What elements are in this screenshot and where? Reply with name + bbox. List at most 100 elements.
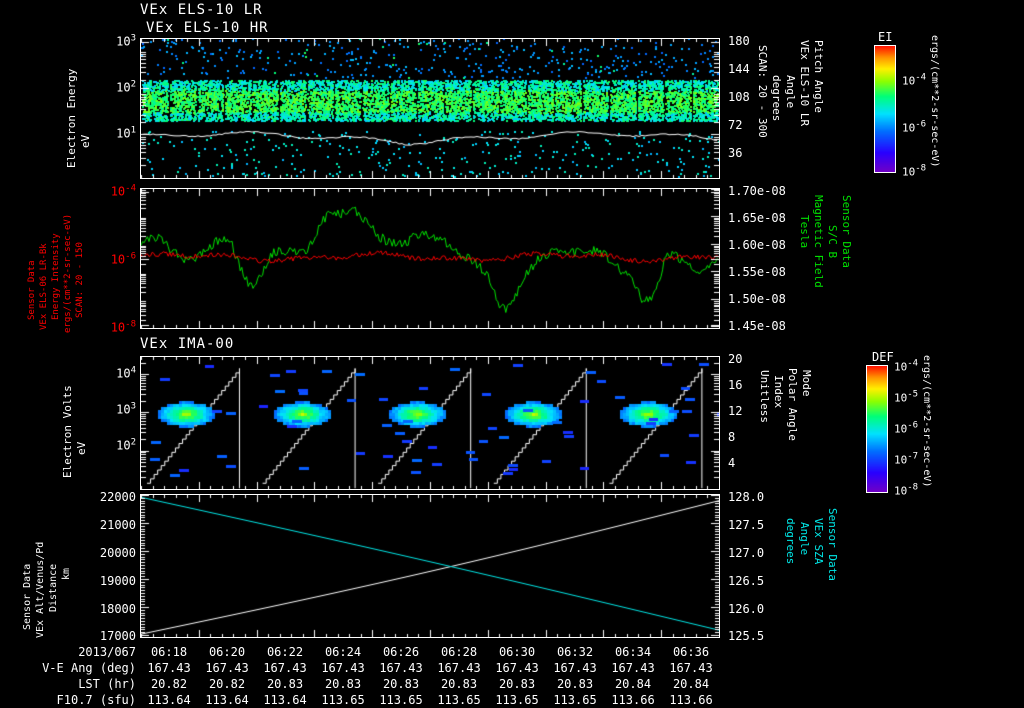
p2-ytick-1: 10-6	[110, 251, 136, 267]
p1-ytick-2: 101	[116, 125, 136, 141]
p4-rtick-5: 125.5	[728, 629, 765, 643]
cb1-tick-2: 10-8	[902, 163, 927, 179]
p2-rtick-2: 1.60e-08	[728, 238, 786, 252]
colorbar2-units: ergs/(cm**2-sr-sec-eV)	[921, 355, 932, 488]
p2-rtick-4: 1.50e-08	[728, 292, 786, 306]
f107-value: 113.65	[321, 693, 365, 707]
p3-rtick-1: 16	[728, 378, 743, 392]
p4-ytick-0: 22000	[99, 490, 136, 504]
cb2-tick-1-exp: -5	[907, 389, 919, 400]
p2-ytick-2: 10-8	[110, 319, 136, 335]
lst-value: 20.83	[266, 677, 304, 691]
time-tick: 06:18	[150, 645, 188, 659]
panel-altitude-sza[interactable]	[140, 494, 720, 638]
time-tick: 06:32	[556, 645, 594, 659]
lst-value: 20.83	[440, 677, 478, 691]
row-label-ve-ang: V-E Ang (deg)	[42, 661, 136, 675]
colorbar-def[interactable]	[866, 365, 888, 493]
p3-ytick-1-exp: 3	[130, 401, 136, 412]
time-tick: 06:24	[324, 645, 362, 659]
f107-value: 113.65	[379, 693, 423, 707]
timeseries-canvas	[141, 189, 719, 328]
f107-value: 113.65	[553, 693, 597, 707]
cb1-tick-0: 10-4	[902, 72, 927, 88]
row-label-f107: F10.7 (sfu)	[56, 693, 136, 707]
p4-ytick-3: 19000	[99, 574, 136, 588]
f107-value: 113.64	[205, 693, 249, 707]
lst-value: 20.84	[672, 677, 710, 691]
p3-ytick-2: 102	[116, 437, 136, 453]
f107-value: 113.65	[495, 693, 539, 707]
cb2-tick-3: 10-7	[894, 451, 919, 467]
p2-rtick-1: 1.65e-08	[728, 211, 786, 225]
p3-right-axis-label-line1: Polar Angle	[786, 368, 799, 441]
time-tick: 06:30	[498, 645, 536, 659]
p1-ytick-0: 103	[116, 33, 136, 49]
p1-right-axis-label-line4: SCAN: 20 - 300	[756, 45, 769, 138]
p4-rtick-3: 126.5	[728, 574, 765, 588]
p1-ytick-1-exp: 2	[130, 79, 136, 90]
p2-ytick-1-exp: -6	[125, 251, 136, 262]
cb2-tick-0: 10-4	[894, 358, 919, 374]
cb2-tick-2-exp: -6	[907, 420, 919, 431]
date-label: 2013/067	[78, 645, 136, 659]
p2-ytick-0: 10-4	[110, 183, 136, 199]
p1-left-axis-label-line1: eV	[79, 134, 92, 148]
panel-ima-spectrogram[interactable]	[140, 356, 720, 490]
cb2-tick-1: 10-5	[894, 389, 919, 405]
p3-ytick-2-exp: 2	[130, 437, 136, 448]
p2-ytick-2-exp: -8	[125, 319, 136, 330]
p3-rtick-2: 12	[728, 404, 743, 418]
p1-right-axis-label-line3: degrees	[770, 75, 783, 122]
p4-left-axis-label-line0: Sensor Data	[22, 563, 33, 630]
p4-right-axis-label-line3: degrees	[784, 518, 797, 565]
p1-ytick-1: 102	[116, 79, 136, 95]
cb2-tick-0-exp: -4	[907, 358, 919, 369]
p1-right-axis-label-line1: VEx ELS-10 LR	[798, 40, 811, 127]
p4-right-axis-label-line1: VEx SZA	[812, 518, 825, 565]
ve-ang-value: 167.43	[321, 661, 365, 675]
p1-rtick-0: 180	[728, 34, 750, 48]
row-label-lst: LST (hr)	[78, 677, 136, 691]
ve-ang-value: 167.43	[263, 661, 307, 675]
colorbar1-gradient	[875, 46, 895, 172]
altitude-sza-canvas	[141, 495, 719, 637]
p4-rtick-2: 127.0	[728, 546, 765, 560]
panel3-title: VEx IMA-00	[140, 336, 235, 352]
ve-ang-value: 167.43	[669, 661, 713, 675]
p2-right-axis-label-line2: Magnetic Field	[812, 195, 825, 288]
p2-left-axis-label-line0: Sensor Data	[27, 260, 37, 320]
time-tick: 06:22	[266, 645, 304, 659]
lst-value: 20.82	[150, 677, 188, 691]
p2-ytick-0-exp: -4	[125, 183, 136, 194]
colorbar-ei[interactable]	[874, 45, 896, 173]
ve-ang-value: 167.43	[379, 661, 423, 675]
cb1-tick-1: 10-6	[902, 119, 927, 135]
p1-rtick-1: 144	[728, 62, 750, 76]
p4-left-axis-label-line1: VEx Alt/Venus/Pd	[35, 541, 46, 638]
lst-value: 20.83	[556, 677, 594, 691]
lst-value: 20.83	[382, 677, 420, 691]
p3-left-axis-label-line1: eV	[75, 441, 88, 455]
panel-electron-energy-spectrogram[interactable]	[140, 38, 720, 179]
p4-ytick-1: 21000	[99, 518, 136, 532]
time-tick: 06:20	[208, 645, 246, 659]
panel-energy-intensity-magnetic-field[interactable]	[140, 188, 720, 329]
p4-rtick-4: 126.0	[728, 602, 765, 616]
p1-right-axis-label-line2: Angle	[784, 75, 797, 109]
f107-value: 113.64	[263, 693, 307, 707]
p3-rtick-0: 20	[728, 352, 743, 366]
p3-right-axis-label-line3: Unitless	[758, 370, 771, 423]
ve-ang-value: 167.43	[495, 661, 539, 675]
p3-left-axis-label-line0: Electron Volts	[61, 385, 74, 478]
ve-ang-value: 167.43	[147, 661, 191, 675]
cb2-tick-4-exp: -8	[907, 482, 919, 493]
p4-left-axis-label-line3: km	[61, 567, 72, 580]
colorbar1-units: ergs/(cm**2-sr-sec-eV)	[929, 35, 940, 168]
p4-ytick-2: 20000	[99, 546, 136, 560]
p1-rtick-3: 72	[728, 118, 743, 132]
p4-rtick-0: 128.0	[728, 490, 765, 504]
lst-value: 20.83	[498, 677, 536, 691]
ima-spectrogram-canvas	[141, 357, 719, 489]
p2-right-axis-label-line3: Tesla	[798, 215, 811, 249]
